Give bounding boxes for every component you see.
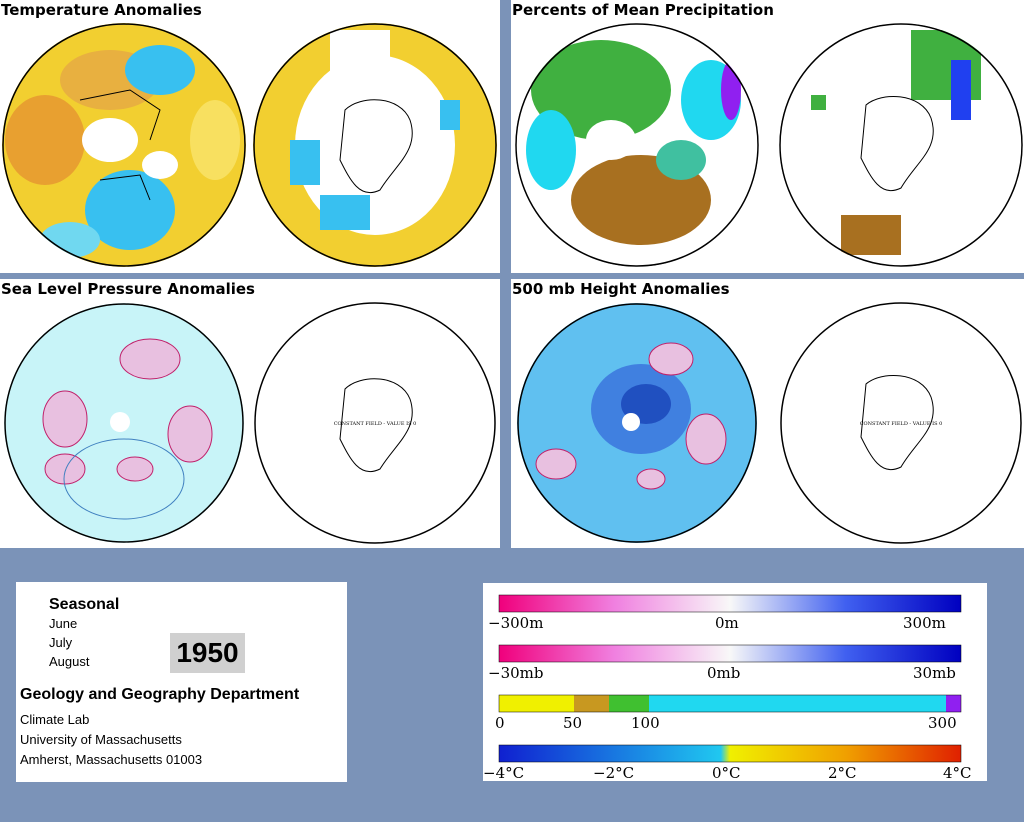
height500-north-map	[517, 303, 757, 543]
precip-legend-label-300: 300	[928, 714, 957, 732]
slp-south-map: CONSTANT FIELD - VALUE IS 0	[254, 302, 496, 544]
precip-legend-bar	[498, 694, 962, 713]
temperature-maps	[2, 23, 497, 267]
slp-maps: CONSTANT FIELD - VALUE IS 0	[4, 302, 496, 544]
address-line-1: Climate Lab	[20, 712, 90, 727]
precip-legend-label-0: 0	[495, 714, 505, 732]
temp-legend-label-0: 0°C	[712, 764, 741, 781]
address-line-3: Amherst, Massachusetts 01003	[20, 752, 203, 767]
slp-panel: Sea Level Pressure Anomalies CONSTANT FI…	[0, 279, 500, 548]
precipitation-title: Percents of Mean Precipitation	[511, 0, 777, 20]
month-august: August	[49, 654, 90, 669]
department-name: Geology and Geography Department	[20, 686, 300, 703]
precipitation-panel: Percents of Mean Precipitation	[511, 0, 1024, 273]
precipitation-maps	[515, 23, 1023, 267]
temp-legend-label-minus4: −4°C	[483, 764, 524, 781]
slp-north-map	[4, 303, 244, 543]
temperature-north-map	[2, 23, 246, 267]
height-legend-label-min: −300m	[488, 614, 543, 632]
temperature-title: Temperature Anomalies	[0, 0, 205, 20]
temperature-south-map	[253, 23, 497, 267]
year-label: 1950	[170, 633, 245, 673]
slp-title: Sea Level Pressure Anomalies	[0, 279, 258, 299]
temp-legend-label-plus2: 2°C	[828, 764, 857, 781]
height-legend-label-max: 300m	[903, 614, 946, 632]
season-title: Seasonal	[49, 596, 120, 613]
height500-maps: CONSTANT FIELD - VALUE IS 0	[517, 302, 1022, 544]
slp-constant-text: CONSTANT FIELD - VALUE IS 0	[334, 421, 417, 427]
info-box: Seasonal June July August 1950 Geology a…	[16, 582, 347, 782]
height-legend-label-mid: 0m	[715, 614, 739, 632]
month-july: July	[49, 635, 73, 650]
legend-box: −300m 0m 300m −30mb 0mb 30mb 0 50 100 30…	[483, 583, 987, 781]
height-legend-bar	[498, 594, 962, 613]
precipitation-south-map	[779, 23, 1023, 267]
precip-legend-label-50: 50	[563, 714, 582, 732]
pressure-legend-label-min: −30mb	[488, 664, 543, 682]
height500-panel: 500 mb Height Anomalies CONSTANT FIELD -…	[511, 279, 1024, 548]
height500-south-map: CONSTANT FIELD - VALUE IS 0	[780, 302, 1022, 544]
temperature-panel: Temperature Anomalies	[0, 0, 500, 273]
color-legends: −300m 0m 300m −30mb 0mb 30mb 0 50 100 30…	[483, 594, 972, 781]
pressure-legend-label-max: 30mb	[913, 664, 956, 682]
temp-legend-bar	[498, 744, 962, 763]
pressure-legend-label-mid: 0mb	[707, 664, 740, 682]
month-june: June	[49, 616, 78, 631]
pressure-legend-bar	[498, 644, 962, 663]
height500-constant-text: CONSTANT FIELD - VALUE IS 0	[860, 421, 943, 427]
address-line-2: University of Massachusetts	[20, 732, 182, 747]
temp-legend-label-minus2: −2°C	[593, 764, 634, 781]
temp-legend-label-plus4: 4°C	[943, 764, 972, 781]
height500-title: 500 mb Height Anomalies	[511, 279, 733, 299]
precip-legend-label-100: 100	[631, 714, 660, 732]
precipitation-north-map	[515, 23, 759, 267]
